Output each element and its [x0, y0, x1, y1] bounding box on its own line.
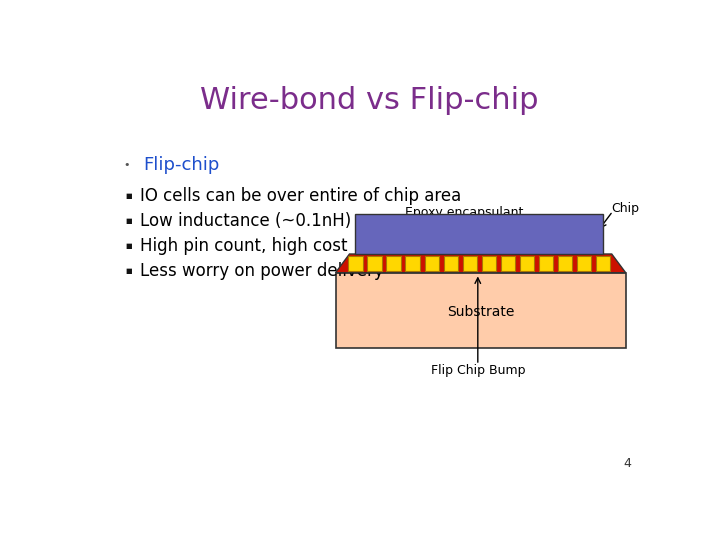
Text: IO cells can be over entire of chip area: IO cells can be over entire of chip area: [140, 187, 462, 205]
Text: Flip-chip: Flip-chip: [143, 156, 220, 173]
Text: •: •: [123, 160, 130, 170]
Bar: [596, 256, 611, 271]
Text: ■: ■: [126, 193, 132, 199]
Text: Substrate: Substrate: [447, 305, 514, 319]
Bar: [577, 256, 591, 271]
Bar: [482, 256, 496, 271]
Text: 4: 4: [624, 457, 631, 470]
Bar: [501, 256, 515, 271]
Text: Flip Chip Bump: Flip Chip Bump: [431, 364, 525, 377]
Bar: [387, 256, 401, 271]
Bar: [355, 214, 603, 254]
Bar: [539, 256, 553, 271]
Bar: [348, 256, 363, 271]
Text: Epoxy encapsulant: Epoxy encapsulant: [405, 206, 523, 219]
Text: High pin count, high cost: High pin count, high cost: [140, 237, 348, 255]
Text: ■: ■: [126, 268, 132, 274]
Bar: [405, 256, 420, 271]
Text: Chip: Chip: [612, 202, 640, 215]
Bar: [463, 256, 477, 271]
Bar: [425, 256, 439, 271]
Bar: [558, 256, 572, 271]
Polygon shape: [336, 254, 626, 273]
Bar: [367, 256, 382, 271]
Text: ■: ■: [126, 218, 132, 224]
Text: ■: ■: [126, 242, 132, 249]
Bar: [444, 256, 458, 271]
Text: Wire-bond vs Flip-chip: Wire-bond vs Flip-chip: [199, 86, 539, 114]
Bar: [520, 256, 534, 271]
Text: Low inductance (~0.1nH): Low inductance (~0.1nH): [140, 212, 351, 230]
Text: Less worry on power delivery: Less worry on power delivery: [140, 261, 384, 280]
Bar: [336, 273, 626, 348]
